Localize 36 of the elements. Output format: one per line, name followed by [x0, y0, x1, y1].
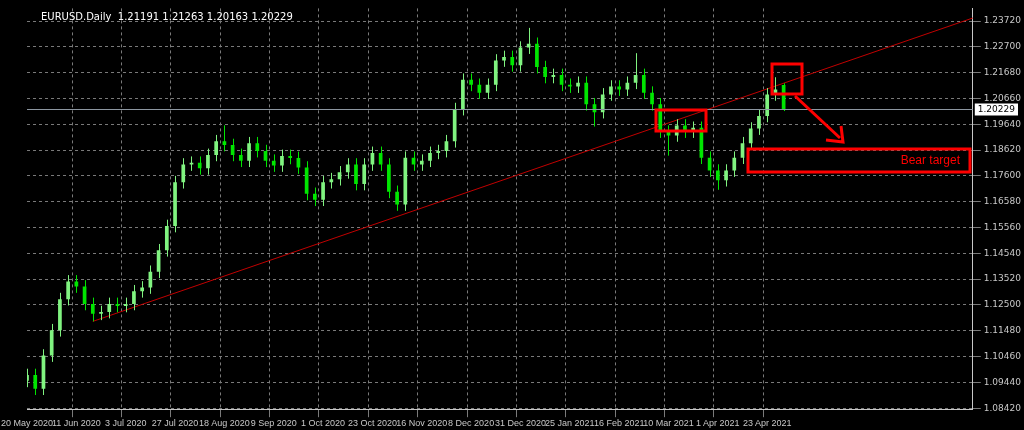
y-tick-label: 1.13520 [983, 273, 1022, 284]
x-tick-label: 1 Oct 2020 [301, 418, 346, 429]
x-tick-label: 3 Jul 2020 [104, 418, 147, 429]
x-tick-label: 18 Aug 2020 [199, 418, 250, 429]
y-tick-label: 1.21680 [983, 67, 1022, 78]
y-tick-label: 1.22700 [983, 41, 1022, 52]
x-tick-label: 31 Dec 2020 [494, 418, 546, 429]
x-tick-label: 1 Apr 2021 [696, 418, 740, 429]
x-tick-label: 16 Feb 2021 [593, 418, 645, 429]
annotation: Bear target [900, 153, 961, 168]
x-tick-label: 23 Oct 2020 [347, 418, 397, 429]
y-tick-label: 1.19640 [983, 118, 1022, 129]
candlestick [502, 50, 506, 68]
y-tick-label: 1.12500 [983, 299, 1022, 310]
ref-line-label: 1.20229 [977, 103, 1016, 114]
x-tick-label: 8 Dec 2020 [448, 418, 495, 429]
y-tick-label: 1.20660 [983, 92, 1022, 103]
x-tick-label: 16 Nov 2020 [396, 418, 448, 429]
chart-title: EURUSD.Daily 1.21191 1.21263 1.20163 1.20229 [41, 10, 293, 22]
x-tick-label: 27 Jul 2020 [151, 418, 199, 429]
x-tick-label: 20 May 2020 [0, 418, 54, 429]
y-tick-label: 1.18620 [983, 144, 1022, 155]
y-tick-label: 1.15560 [983, 221, 1022, 232]
y-tick-label: 1.16580 [983, 196, 1022, 207]
y-tick-label: 1.14540 [983, 247, 1022, 258]
y-tick-label: 1.10460 [983, 350, 1022, 361]
y-tick-label: 1.11480 [983, 325, 1022, 336]
x-tick-label: 11 Jun 2020 [51, 418, 101, 429]
x-tick-label: 23 Apr 2021 [742, 418, 792, 429]
y-tick-label: 1.23720 [983, 15, 1022, 26]
x-tick-label: 10 Mar 2021 [643, 418, 694, 429]
x-tick-label: 25 Jan 2021 [545, 418, 595, 429]
x-tick-label: 9 Sep 2020 [250, 418, 297, 429]
y-tick-label: 1.09440 [983, 376, 1022, 387]
y-tick-label: 1.08420 [983, 402, 1022, 413]
y-tick-label: 1.17600 [983, 170, 1022, 181]
